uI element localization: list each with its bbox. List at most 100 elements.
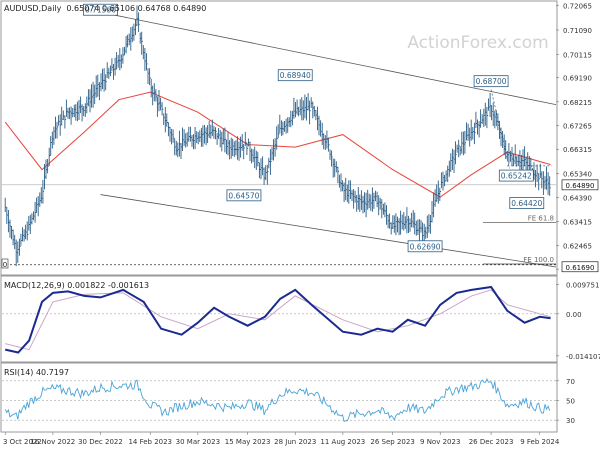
price-bar [418, 219, 421, 242]
price-bar [459, 146, 462, 156]
last-price-tag [561, 179, 599, 191]
price-axis-label: 0.62465 [563, 242, 592, 250]
price-bar [406, 207, 409, 234]
price-bar [185, 133, 187, 148]
price-bar [149, 68, 151, 86]
price-bar [524, 146, 526, 166]
price-bar [230, 137, 233, 159]
price-bar [9, 219, 12, 238]
swing-label-box [277, 69, 313, 82]
price-bars [4, 5, 551, 267]
price-layer: FE 61.8 FE 100.0 0 0.71560 0.68940 0.64570 0.6… [1, 3, 557, 269]
price-bar [130, 27, 132, 51]
price-bar [95, 75, 98, 98]
price-bar [58, 115, 60, 126]
price-bar [15, 239, 18, 267]
price-bar [224, 127, 227, 153]
price-bar [549, 176, 551, 196]
price-bar [495, 110, 498, 127]
price-bar [208, 120, 211, 138]
price-bar [301, 97, 303, 121]
price-bar [373, 192, 376, 209]
last-price-label: 0.64890 [566, 182, 595, 190]
price-bar [75, 104, 77, 121]
price-bar [357, 187, 360, 210]
price-bar [254, 146, 256, 169]
price-bar [25, 224, 27, 240]
price-bar [255, 150, 258, 171]
level-price-tag [561, 261, 599, 273]
price-bar [238, 141, 241, 161]
price-bar [484, 102, 487, 126]
price-bar [81, 104, 84, 122]
price-bar [171, 128, 173, 145]
swing-label-box [473, 75, 509, 88]
price-axis-label: 0.66315 [563, 146, 592, 154]
price-bar [346, 184, 349, 203]
price-bar [473, 122, 476, 145]
price-bar [458, 139, 460, 158]
price-bar [227, 132, 230, 156]
price-bar [298, 106, 300, 117]
price-bar [29, 214, 32, 234]
price-bar [113, 64, 115, 80]
price-bar [428, 214, 431, 233]
price-bar [312, 101, 314, 119]
price-bar [315, 110, 318, 121]
watermark: ActionForex.com [407, 33, 548, 53]
price-bar [69, 107, 71, 120]
price-axis-label: 0.68215 [563, 99, 592, 107]
price-bar [144, 48, 147, 71]
price-bar [533, 162, 536, 180]
price-axis-label: 0.65340 [563, 171, 592, 179]
price-bar [310, 97, 313, 108]
price-bar [72, 108, 74, 118]
price-bar [196, 131, 198, 143]
price-bar [233, 141, 236, 157]
price-bar [76, 101, 79, 122]
price-bar [92, 81, 95, 108]
x-axis-label: 9 Feb 2024 [520, 438, 560, 446]
price-bar [12, 229, 15, 246]
price-bar [102, 68, 104, 89]
price-bar [221, 131, 223, 152]
price-bar [7, 210, 10, 233]
price-bar [155, 89, 158, 102]
price-bar [464, 130, 467, 154]
price-bar [80, 96, 82, 114]
price-bar [386, 205, 388, 225]
price-bar [229, 140, 231, 160]
price-bar [342, 180, 344, 192]
swing-label-box [498, 169, 534, 182]
price-bar [136, 5, 139, 27]
price-bar [141, 31, 143, 55]
price-bar [59, 114, 62, 136]
price-bar [269, 149, 272, 175]
price-bar [33, 211, 35, 221]
price-bar [527, 152, 529, 173]
swing-label-box [226, 189, 262, 202]
price-bar [280, 120, 283, 136]
price-bar [318, 115, 321, 136]
price-bar [276, 126, 278, 150]
price-bar [252, 149, 255, 163]
price-bar [249, 141, 252, 161]
price-bar [359, 194, 361, 212]
price-bar [202, 125, 205, 147]
price-axis-label: 0.71090 [563, 27, 592, 35]
price-bar [207, 125, 209, 143]
price-bar [317, 106, 319, 131]
price-bar [67, 107, 70, 119]
price-bar [488, 98, 490, 111]
price-bar [329, 149, 332, 160]
macd-axis-label: -0.014107 [566, 353, 600, 361]
price-bar [22, 227, 24, 242]
price-bar [91, 84, 93, 108]
fe-level-label: FE 100.0 [523, 256, 554, 264]
price-bar [51, 131, 54, 149]
price-bar [222, 128, 225, 145]
price-bar [4, 197, 7, 212]
rsi-axis-label: 70 [566, 378, 575, 386]
x-axis-label: 26 Sep 2023 [370, 438, 414, 446]
price-bar [469, 127, 471, 147]
